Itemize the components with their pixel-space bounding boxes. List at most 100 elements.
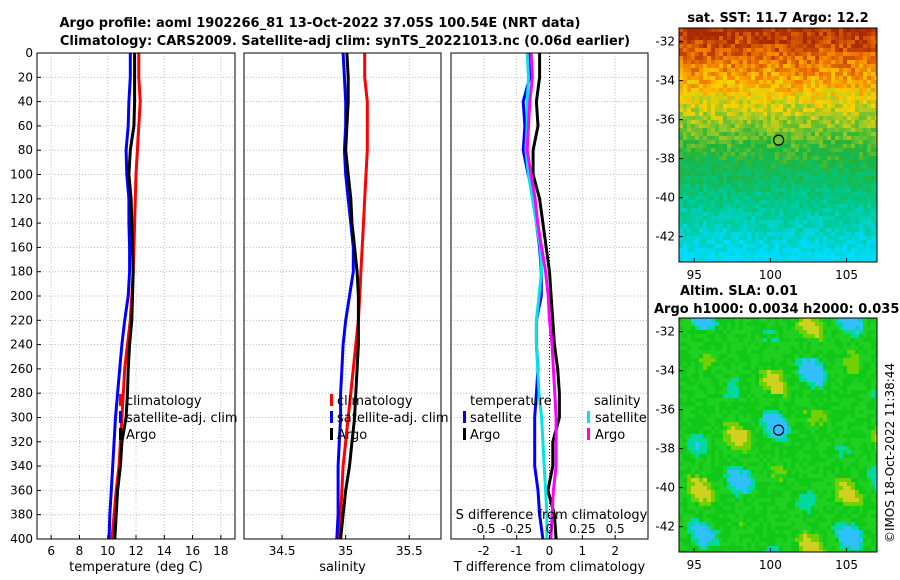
map-cell: [679, 216, 683, 220]
map-cell: [691, 350, 695, 354]
map-cell: [763, 164, 767, 168]
map-cell: [711, 96, 715, 100]
map-cell: [795, 398, 799, 402]
map-cell: [719, 64, 723, 68]
map-cell: [723, 406, 727, 410]
map-cell: [747, 330, 751, 334]
map-cell: [875, 172, 877, 176]
map-cell: [847, 450, 851, 454]
map-cell: [719, 112, 723, 116]
map-cell: [775, 382, 779, 386]
map-cell: [867, 220, 871, 224]
map-cell: [771, 188, 775, 192]
map-cell: [775, 196, 779, 200]
map-cell: [723, 426, 727, 430]
map-cell: [807, 116, 811, 120]
map-cell: [815, 426, 819, 430]
map-cell: [823, 72, 827, 76]
map-cell: [763, 28, 767, 32]
map-cell: [783, 212, 787, 216]
map-cell: [755, 374, 759, 378]
map-cell: [775, 60, 779, 64]
map-cell: [711, 60, 715, 64]
map-cell: [763, 260, 767, 262]
map-cell: [747, 56, 751, 60]
map-cell: [743, 220, 747, 224]
map-cell: [703, 386, 707, 390]
map-cell: [775, 370, 779, 374]
map-cell: [747, 358, 751, 362]
map-cell: [751, 354, 755, 358]
map-cell: [687, 256, 691, 260]
top-axis-label: S difference from climatology: [456, 508, 648, 523]
map-cell: [751, 430, 755, 434]
map-cell: [751, 378, 755, 382]
map-cell: [827, 192, 831, 196]
map-cell: [783, 124, 787, 128]
map-cell: [815, 256, 819, 260]
map-cell: [687, 36, 691, 40]
map-cell: [839, 446, 843, 450]
map-cell: [795, 414, 799, 418]
map-cell: [831, 64, 835, 68]
map-cell: [779, 52, 783, 56]
map-cell: [731, 144, 735, 148]
map-cell: [847, 180, 851, 184]
map-cell: [867, 244, 871, 248]
map-cell: [687, 454, 691, 458]
map-cell: [711, 406, 715, 410]
map-cell: [831, 208, 835, 212]
map-cell: [711, 362, 715, 366]
map-cell: [815, 236, 819, 240]
map-cell: [831, 322, 835, 326]
map-cell: [695, 104, 699, 108]
map-cell: [803, 208, 807, 212]
map-cell: [743, 120, 747, 124]
map-cell: [775, 176, 779, 180]
map-cell: [767, 108, 771, 112]
map-cell: [759, 72, 763, 76]
map-cell: [807, 216, 811, 220]
map-cell: [679, 220, 683, 224]
map-cell: [723, 32, 727, 36]
map-cell: [807, 256, 811, 260]
map-cell: [699, 108, 703, 112]
map-cell: [815, 80, 819, 84]
map-cell: [711, 374, 715, 378]
map-cell: [847, 124, 851, 128]
map-cell: [775, 156, 779, 160]
map-cell: [839, 232, 843, 236]
map-cell: [775, 32, 779, 36]
map-cell: [771, 36, 775, 40]
map-cell: [823, 84, 827, 88]
map-cell: [755, 232, 759, 236]
map-cell: [787, 358, 791, 362]
map-cell: [875, 52, 877, 56]
map-cell: [703, 462, 707, 466]
map-cell: [691, 36, 695, 40]
map-cell: [747, 334, 751, 338]
map-cell: [827, 358, 831, 362]
map-cell: [827, 200, 831, 204]
map-cell: [763, 220, 767, 224]
map-cell: [795, 430, 799, 434]
map-cell: [871, 426, 875, 430]
map-cell: [815, 152, 819, 156]
map-cell: [859, 334, 863, 338]
map-cell: [839, 192, 843, 196]
map-cell: [863, 76, 867, 80]
map-cell: [815, 112, 819, 116]
map-cell: [755, 164, 759, 168]
map-cell: [755, 176, 759, 180]
map-cell: [731, 204, 735, 208]
map-cell: [871, 28, 875, 32]
map-cell: [811, 346, 815, 350]
map-cell: [803, 160, 807, 164]
map-cell: [775, 338, 779, 342]
map-cell: [847, 48, 851, 52]
map-cell: [691, 140, 695, 144]
map-cell: [763, 64, 767, 68]
map-cell: [755, 200, 759, 204]
map-cell: [807, 156, 811, 160]
